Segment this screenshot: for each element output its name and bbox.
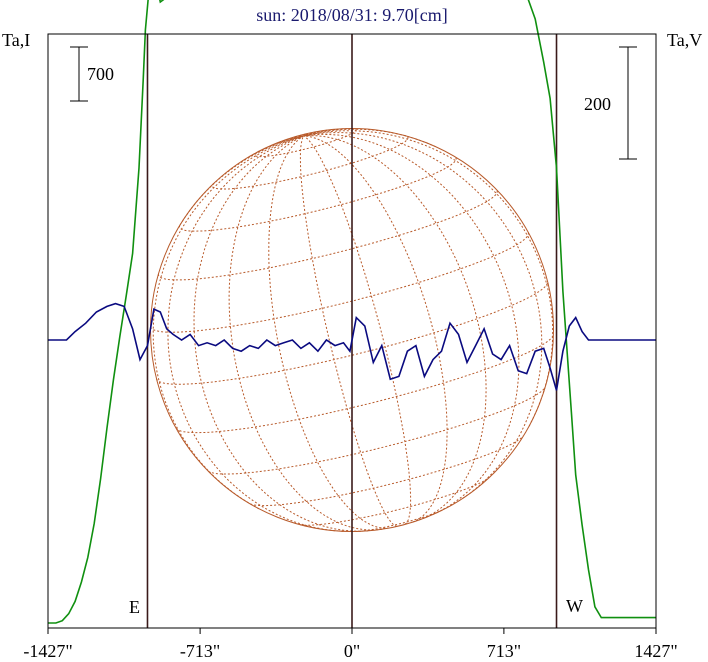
disk-gridline-28 bbox=[303, 130, 554, 427]
disk-gridline-20 bbox=[228, 135, 383, 531]
x-tick-label-2: 0" bbox=[344, 641, 360, 661]
series-i-line bbox=[48, 0, 656, 624]
disk-gridline-16 bbox=[179, 135, 304, 226]
disk-gridline-27 bbox=[303, 132, 543, 499]
disk-gridline-10 bbox=[254, 128, 357, 158]
disk-gridline-34 bbox=[303, 133, 306, 137]
solar-disk-grid bbox=[150, 128, 554, 532]
limb-lines bbox=[146, 34, 558, 628]
disk-gridline-26 bbox=[303, 133, 520, 516]
right-scale-bar: 200 bbox=[584, 46, 637, 160]
disk-gridline-11 bbox=[300, 134, 304, 137]
disk-gridline-8 bbox=[179, 156, 457, 232]
left-scale-label: 700 bbox=[87, 64, 114, 84]
disk-gridline-18 bbox=[167, 135, 344, 532]
east-limb-label: E bbox=[129, 597, 140, 617]
disk-gridline-29 bbox=[303, 128, 436, 148]
right-scale-label: 200 bbox=[584, 94, 611, 114]
disk-gridline-21 bbox=[268, 135, 390, 529]
disk-gridline-23 bbox=[303, 135, 412, 525]
disk-gridline-15 bbox=[249, 135, 304, 158]
heliographic-gridlines bbox=[150, 128, 554, 532]
disk-gridline-22 bbox=[299, 135, 398, 527]
disk-gridline-4 bbox=[175, 334, 554, 434]
x-tick-label-3: 713" bbox=[487, 641, 521, 661]
left-axis-label: Ta,I bbox=[2, 30, 30, 50]
x-axis-ticks: -1427" -713" 0" 713" 1427" bbox=[23, 628, 678, 661]
west-limb-label: W bbox=[566, 596, 583, 616]
disk-gridline-25 bbox=[303, 135, 487, 521]
x-tick-label-4: 1427" bbox=[634, 641, 677, 661]
series-v-line bbox=[48, 302, 656, 391]
disk-gridline-0 bbox=[355, 509, 444, 532]
right-axis-label: Ta,V bbox=[667, 30, 702, 50]
disk-gridline-17 bbox=[152, 135, 304, 510]
left-scale-bar: 700 bbox=[70, 46, 114, 102]
x-tick-label-1: -713" bbox=[180, 641, 220, 661]
disk-gridline-5 bbox=[156, 281, 549, 385]
chart-title: sun: 2018/08/31: 9.70[cm] bbox=[256, 5, 448, 25]
disk-gridline-6 bbox=[150, 232, 529, 333]
disk-gridline-1 bbox=[300, 477, 490, 526]
x-tick-label-0: -1427" bbox=[23, 641, 72, 661]
disk-gridline-33 bbox=[303, 132, 312, 137]
disk-gridline-3 bbox=[208, 386, 546, 475]
disk-gridline-7 bbox=[157, 189, 498, 281]
disk-gridline-24 bbox=[303, 135, 448, 523]
